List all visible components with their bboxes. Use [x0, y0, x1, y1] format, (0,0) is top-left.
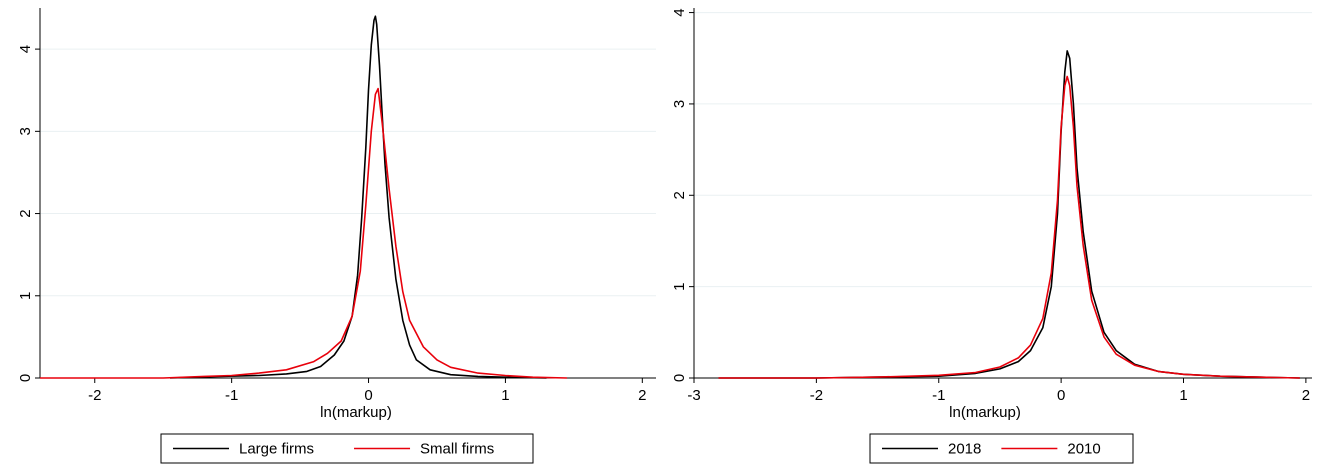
y-tick-label-4: 4: [17, 45, 34, 53]
x-axis-title: ln(markup): [320, 404, 392, 421]
y-tick-label-4: 4: [671, 8, 688, 16]
y-tick-label-2: 2: [17, 209, 34, 217]
left-chart-panel: 0 1 2 3 4 -2 -1 0 1 2 ln(markup) Large firms Small f…: [17, 8, 656, 464]
x-axis-title: ln(markup): [949, 404, 1021, 421]
y-tick-label-3: 3: [671, 100, 688, 108]
legend: 2018 2010: [869, 433, 1134, 464]
legend: Large firms Small firms: [160, 433, 534, 464]
right-chart-panel: 0 1 2 3 4 -3 -2 -1 0 1 2 ln(markup) 2018 2010: [671, 8, 1312, 464]
x-tick-label-0: -2: [88, 387, 101, 404]
legend-label-1: Small firms: [420, 441, 494, 458]
x-tick-label-4: 1: [1179, 387, 1187, 404]
y-tick-label-1: 1: [671, 282, 688, 290]
x-tick-label-1: -2: [810, 387, 823, 404]
series-line-large-firms: [169, 15, 547, 379]
legend-label-1: 2010: [1067, 441, 1100, 458]
x-tick-label-3: 1: [501, 387, 509, 404]
x-tick-label-1: -1: [225, 387, 238, 404]
legend-label-0: Large firms: [239, 441, 314, 458]
y-tick-label-1: 1: [17, 292, 34, 300]
x-tick-label-3: 0: [1057, 387, 1065, 404]
y-tick-label-0: 0: [671, 374, 688, 382]
x-tick-label-5: 2: [1302, 387, 1310, 404]
series-line-2018: [718, 50, 1300, 379]
y-tick-label-0: 0: [17, 374, 34, 382]
y-tick-label-3: 3: [17, 127, 34, 135]
series-line-small-firms: [40, 87, 568, 379]
x-tick-label-2: -1: [932, 387, 945, 404]
x-tick-label-2: 0: [364, 387, 372, 404]
y-tick-label-2: 2: [671, 191, 688, 199]
legend-label-0: 2018: [948, 441, 981, 458]
x-tick-label-0: -3: [687, 387, 700, 404]
x-tick-label-4: 2: [638, 387, 646, 404]
series-line-2010: [718, 75, 1300, 379]
